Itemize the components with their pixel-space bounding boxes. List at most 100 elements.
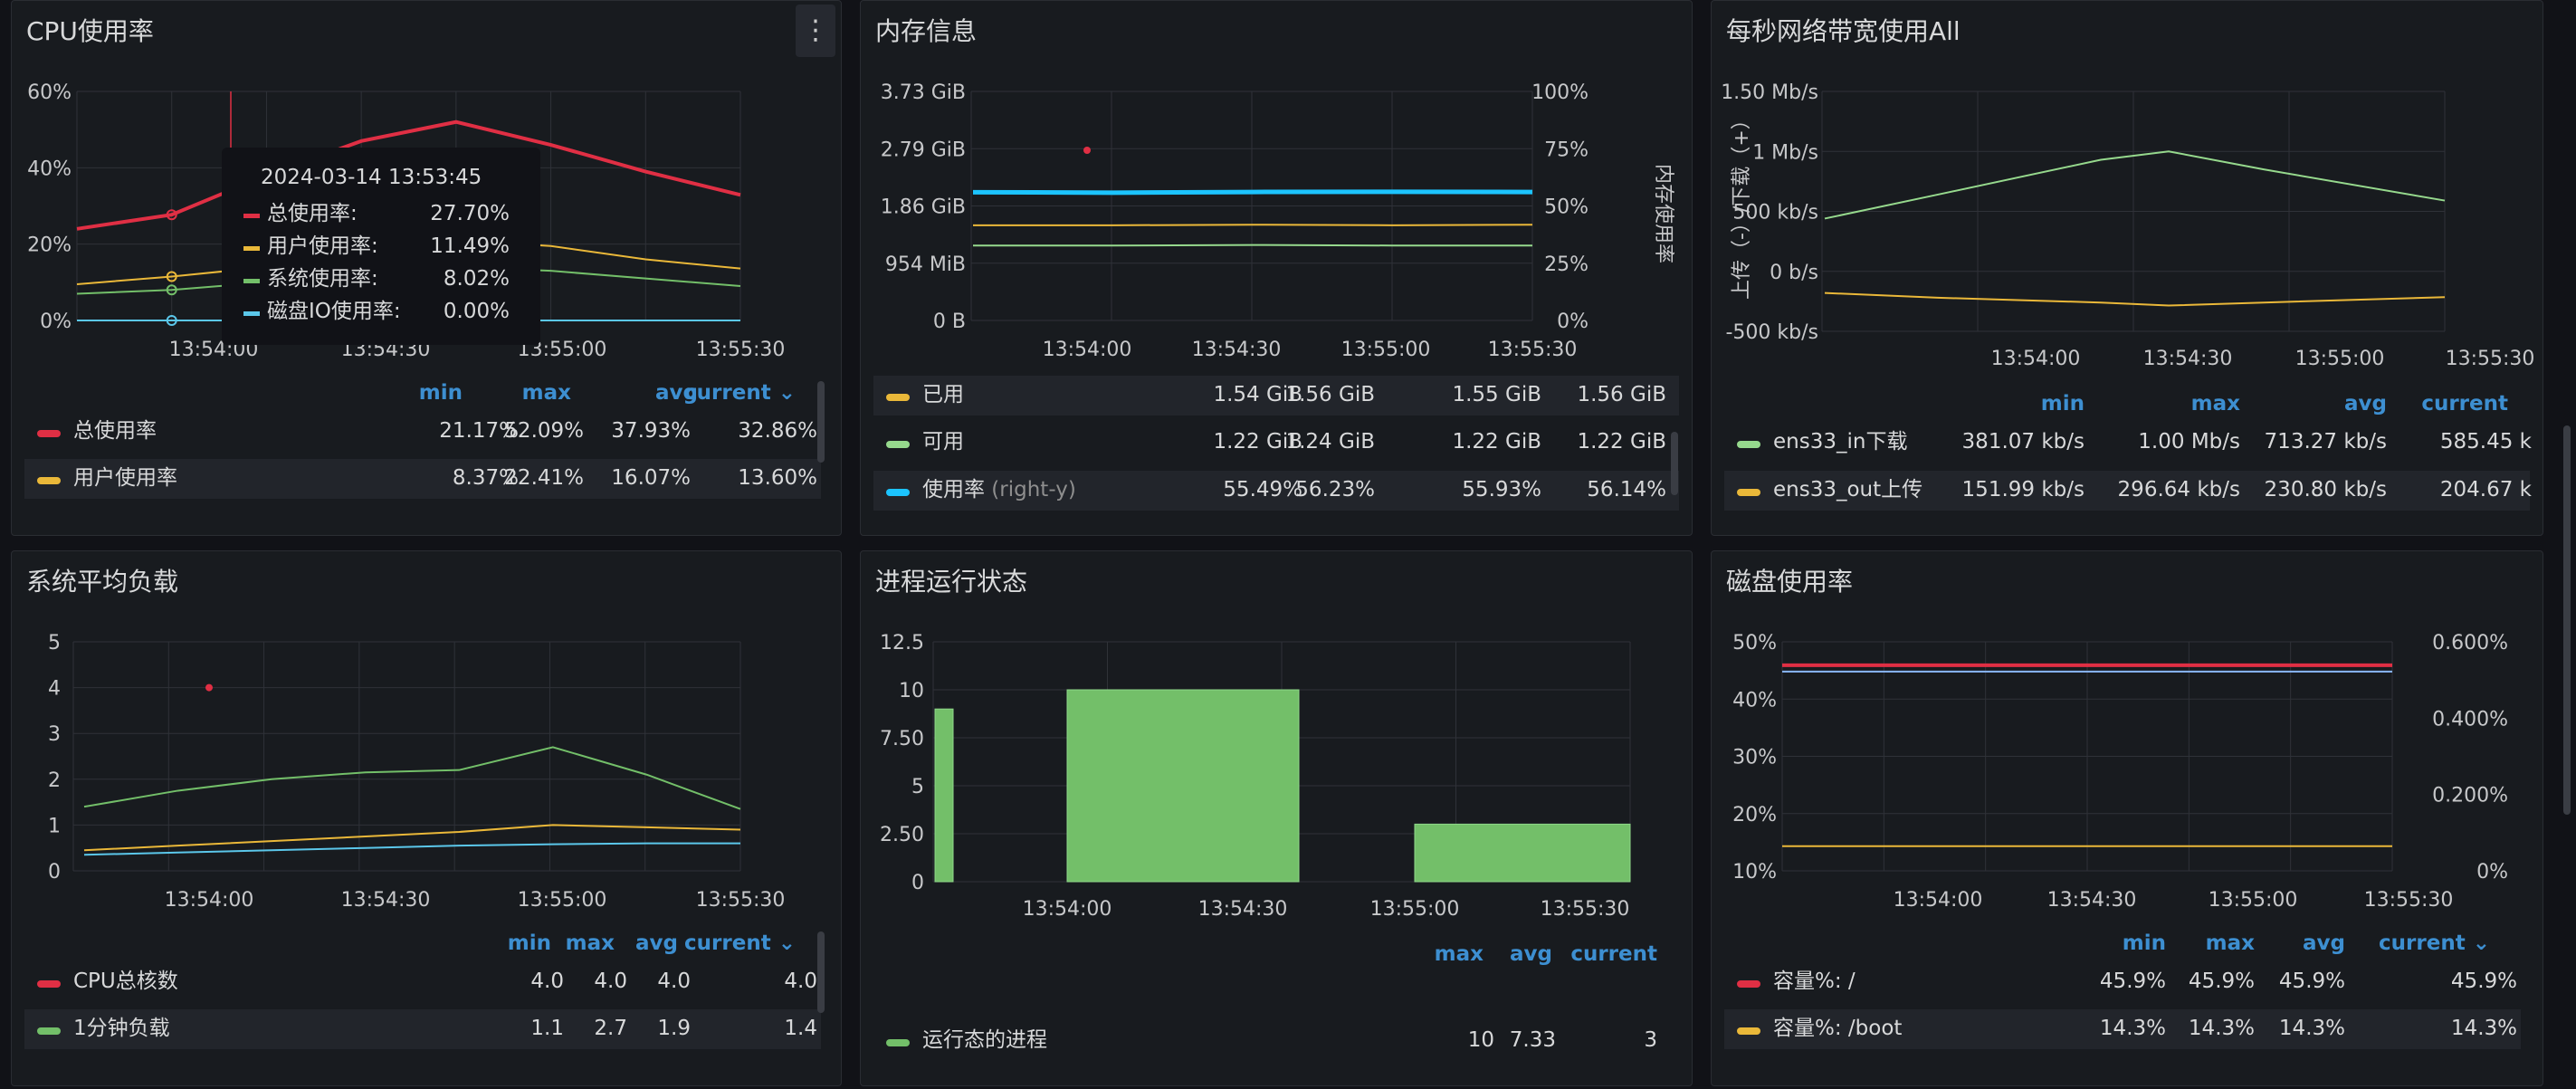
legend-value: 56.23% — [1295, 478, 1375, 502]
series-line-总使用率 — [76, 119, 741, 231]
legend-swatch — [886, 1039, 910, 1046]
legend-header: avg — [2344, 392, 2387, 416]
legend-row-bg — [1724, 1009, 2521, 1049]
legend-value: 1.24 GiB — [1285, 430, 1375, 454]
legend-row-bg — [873, 376, 1679, 416]
y2-axis-label: 内存使用率 — [1652, 164, 1674, 263]
legend-value: 1.22 GiB — [1577, 430, 1666, 454]
y2-tick-label: 75% — [1544, 139, 1589, 161]
y-tick-label: 3 — [48, 723, 61, 746]
y-tick-label: 50% — [1732, 632, 1777, 654]
x-tick-label: 13:55:00 — [518, 889, 607, 912]
legend-row-bg — [24, 459, 821, 499]
legend-swatch — [37, 430, 61, 437]
x-tick-label: 13:54:00 — [1023, 898, 1112, 921]
series-line-used — [973, 224, 1533, 226]
y-tick-label: 2.50 — [880, 824, 924, 846]
legend-swatch — [1737, 980, 1760, 988]
legend-value: 1.4 — [784, 1017, 817, 1040]
cpu-chart: 0%20%40%60%13:54:00 13:54:30 13:55:00 13:55… — [24, 81, 825, 499]
load-panel: 系统平均负载 0 1 2 3 4 5 13:54:00 13:54:30 13:55:00 13:… — [11, 550, 842, 1086]
y-tick-label: 0% — [40, 310, 72, 333]
hover-point — [166, 284, 177, 296]
legend-value: 230.80 kb/s — [2265, 478, 2387, 502]
legend-value: 4.0 — [657, 970, 691, 993]
y-tick-label: 2 — [48, 769, 61, 792]
y-tick-label: 3.73 GiB — [881, 81, 966, 104]
x-tick-label: 13:55:30 — [2364, 889, 2454, 912]
legend-header: max — [522, 381, 571, 405]
legend-swatch — [1737, 441, 1760, 448]
y2-tick-label: 50% — [1544, 196, 1589, 219]
y2-tick-label: 0% — [1557, 310, 1589, 333]
legend-value: 45.9% — [2279, 970, 2345, 993]
disk-chart: 10% 20% 30% 40% 50% 0% 0.200% 0.400% 0.600% 13:54… — [1724, 632, 2521, 1049]
disk-panel: 磁盘使用率 10% 20% 30% 40% 50% 0% 0.200% 0.400% 0.600… — [1711, 550, 2543, 1086]
tooltip-swatch — [243, 311, 260, 316]
legend-header: max — [1435, 942, 1484, 966]
legend-swatch — [37, 980, 61, 988]
legend-swatch — [886, 441, 910, 448]
tooltip-label: 总使用率: — [267, 202, 358, 225]
y-tick-label: -500 kb/s — [1725, 321, 1818, 344]
series-line-usage — [972, 189, 1533, 196]
legend-series-name: 运行态的进程 — [922, 1028, 1047, 1052]
legend-scrollbar — [1671, 432, 1678, 495]
y-tick-label: 20% — [27, 234, 72, 257]
legend-swatch — [37, 1027, 61, 1035]
disk-panel-title: 磁盘使用率 — [1726, 567, 1854, 597]
legend-value: 4.0 — [594, 970, 627, 993]
legend-value: 1.55 GiB — [1452, 383, 1541, 406]
bar — [934, 708, 954, 883]
process-panel: 进程运行状态 0 2.50 5 7.50 10 12.5 13:54:00 13:54:30 1… — [860, 550, 1693, 1086]
legend-header: current — [2421, 392, 2508, 416]
y2-tick-label: 0.600% — [2432, 632, 2508, 654]
network-chart: -500 kb/s 0 b/s 500 kb/s 1 Mb/s 1.50 Mb/s 上传（… — [1721, 81, 2534, 511]
legend-value: 1.54 GiB — [1213, 383, 1302, 406]
legend-value: 16.07% — [611, 466, 691, 490]
y-tick-label: 1.86 GiB — [881, 196, 966, 219]
y2-tick-label: 100% — [1531, 81, 1589, 104]
tooltip-swatch — [243, 279, 260, 283]
x-tick-label: 13:55:30 — [1541, 898, 1630, 921]
legend-value: 204.67 k — [2440, 478, 2533, 502]
legend-header: max — [2206, 931, 2255, 955]
y-tick-label: 7.50 — [880, 728, 924, 750]
legend-series-name: 总使用率 — [73, 419, 157, 443]
tooltip-label: 磁盘IO使用率: — [267, 300, 401, 323]
y-tick-label: 40% — [1732, 689, 1777, 712]
y2-tick-label: 0.200% — [2432, 785, 2508, 807]
page-scrollbar[interactable] — [2563, 425, 2571, 815]
legend-header: current ⌄ — [2379, 931, 2490, 955]
y-tick-label: 1.50 Mb/s — [1721, 81, 1818, 104]
process-panel-title: 进程运行状态 — [875, 567, 1028, 597]
legend-header: avg — [635, 931, 678, 955]
y-tick-label: 5 — [48, 632, 61, 654]
series-line-15分钟负载 — [83, 842, 740, 856]
x-tick-label: 13:54:00 — [1991, 348, 2081, 370]
y-tick-label: 40% — [27, 158, 72, 180]
tooltip-value: 0.00% — [444, 300, 510, 323]
x-tick-label: 13:54:00 — [165, 889, 254, 912]
legend-value: 14.3% — [2189, 1017, 2255, 1040]
tooltip-time: 2024-03-14 13:53:45 — [261, 166, 482, 189]
y-tick-label: 4 — [48, 678, 61, 701]
legend-value: 55.49% — [1223, 478, 1302, 502]
y2-tick-label: 0.400% — [2432, 708, 2508, 731]
memory-panel: 内存信息 0 B 954 MiB 1.86 GiB 2.79 GiB 3.73 GiB 0… — [860, 0, 1693, 536]
legend-header: min — [419, 381, 463, 405]
legend-scrollbar — [817, 931, 825, 1013]
legend-header: current ⌄ — [684, 931, 796, 955]
panel-menu-icon[interactable]: ⋮ — [796, 5, 835, 57]
legend-scrollbar — [817, 381, 825, 463]
x-tick-label: 13:54:00 — [1043, 339, 1132, 361]
series-line-5分钟负载 — [83, 824, 741, 852]
hover-point — [1083, 147, 1091, 154]
legend-header: max — [566, 931, 615, 955]
legend-value: 32.86% — [738, 419, 817, 443]
series-line-1分钟负载 — [83, 746, 741, 810]
legend-value: 1.56 GiB — [1577, 383, 1666, 406]
legend-value: 37.93% — [611, 419, 691, 443]
tooltip-label: 用户使用率: — [267, 234, 378, 258]
legend-header: avg — [2303, 931, 2345, 955]
